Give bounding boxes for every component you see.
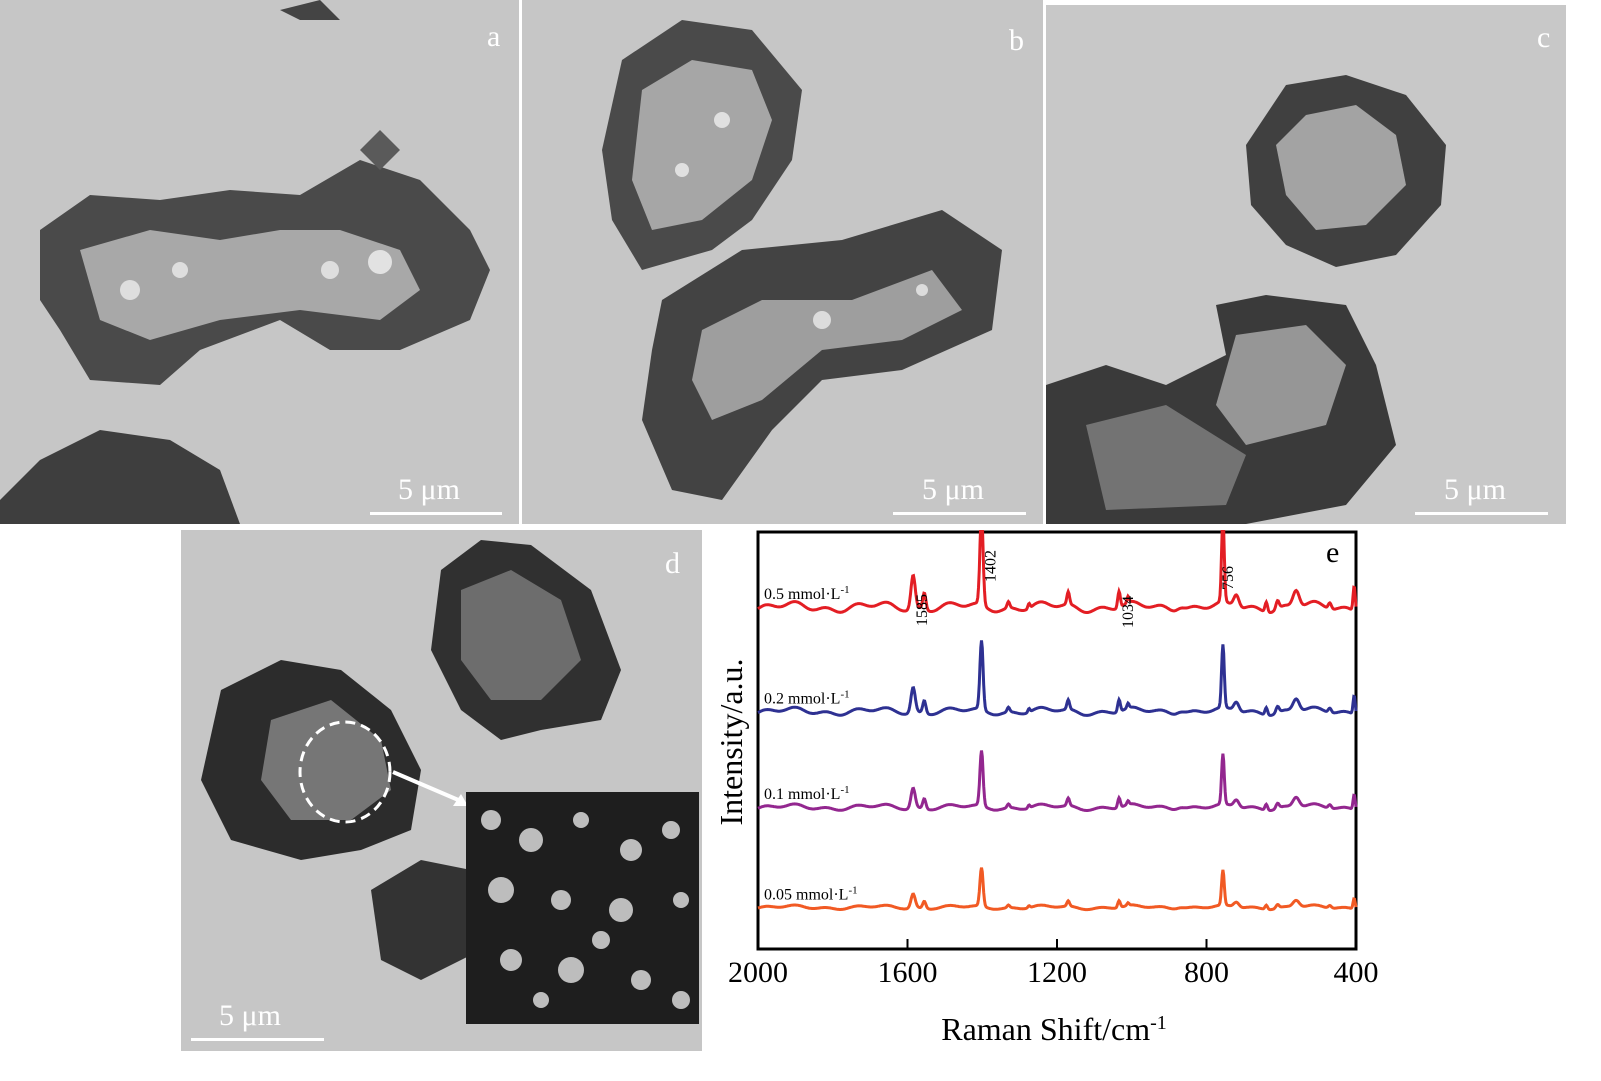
tem-panel-d: d 5 μm: [181, 530, 702, 1051]
tem-image-b: [522, 0, 1043, 524]
scale-bar-d: [191, 1038, 324, 1041]
series-line-3: [757, 867, 1358, 912]
tem-image-a: [0, 0, 519, 524]
series-label-text: 0.5 mmol·L: [764, 586, 840, 603]
panel-label-a: a: [487, 20, 501, 53]
scale-label-a: 5 μm: [398, 473, 460, 506]
panel-label-b: b: [1009, 24, 1024, 57]
series-line-2: [757, 750, 1358, 812]
peak-annotation-1585: 1585: [914, 594, 931, 626]
panel-label-d: d: [665, 547, 680, 580]
scale-label-d: 5 μm: [219, 999, 281, 1032]
panel-label-e: e: [1326, 536, 1339, 569]
x-tick-label: 2000: [728, 956, 788, 989]
series-label-3: 0.05 mmol·L-1: [764, 884, 858, 903]
x-tick-label: 1200: [1027, 956, 1087, 989]
peak-annotation-1034: 1034: [1120, 596, 1137, 628]
x-tick-label: 400: [1334, 956, 1379, 989]
tem-image-c: [1046, 5, 1566, 524]
peak-annotation-1402: 1402: [983, 550, 1000, 582]
series-line-1: [757, 640, 1358, 717]
y-axis-label: Intensity/a.u.: [720, 658, 749, 825]
series-label-text: 0.2 mmol·L: [764, 690, 840, 707]
scale-bar-a: [370, 512, 502, 515]
x-tick-label: 800: [1184, 956, 1229, 989]
panel-label-c: c: [1537, 21, 1551, 54]
scale-label-b: 5 μm: [922, 473, 984, 506]
x-axis-label-main: Raman Shift/cm: [941, 1011, 1150, 1047]
scale-bar-c: [1415, 512, 1548, 515]
scale-bar-b: [893, 512, 1026, 515]
series-label-sup: -1: [840, 784, 849, 796]
raman-chart: e 2000 1600 1200 800 400 0.5 mmol·L-10.2 mmo…: [713, 512, 1379, 1047]
series-label-2: 0.1 mmol·L-1: [764, 784, 850, 803]
peak-annotation-756: 756: [1220, 566, 1237, 590]
x-axis-label-sup: -1: [1150, 1012, 1167, 1034]
series-label-sup: -1: [840, 584, 849, 596]
series-label-1: 0.2 mmol·L-1: [764, 688, 850, 707]
series-label-sup: -1: [840, 688, 849, 700]
tem-panel-b: b 5 μm: [522, 0, 1043, 524]
series-label-sup: -1: [848, 884, 857, 896]
series-label-0: 0.5 mmol·L-1: [764, 584, 850, 603]
series-label-text: 0.05 mmol·L: [764, 886, 848, 903]
tem-panel-a: a 5 μm: [0, 0, 519, 524]
series-line-0: [757, 512, 1358, 614]
tem-panel-c: c 5 μm: [1046, 5, 1566, 524]
raman-chart-panel: e 2000 1600 1200 800 400 0.5 mmol·L-1 0.2 mmo…: [713, 512, 1400, 1076]
x-tick-label: 1600: [878, 956, 938, 989]
x-axis-label: Raman Shift/cm-1: [941, 1011, 1167, 1047]
scale-label-c: 5 μm: [1444, 473, 1506, 506]
series-label-text: 0.1 mmol·L: [764, 786, 840, 803]
tem-image-d: [181, 530, 702, 1051]
